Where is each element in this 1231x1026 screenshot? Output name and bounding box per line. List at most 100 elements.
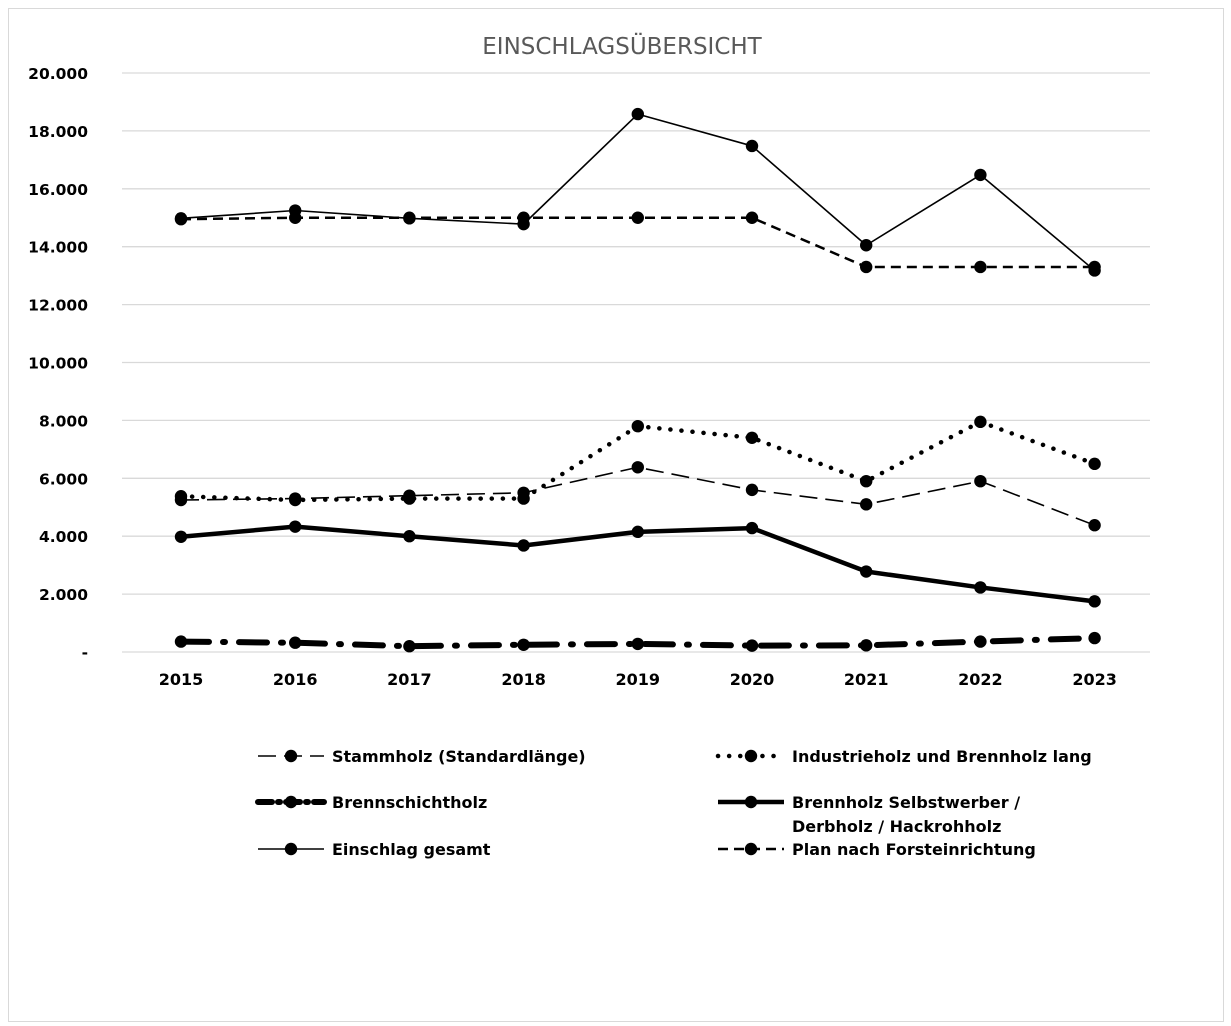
series-6: [174, 211, 1101, 274]
y-tick-label: -: [82, 644, 88, 662]
legend-swatch-marker: [744, 749, 758, 763]
data-point: [289, 211, 302, 224]
y-tick-label: 18.000: [28, 123, 88, 141]
legend-label: Brennholz Selbstwerber / Derbholz / Hackr…: [792, 793, 1020, 836]
series-1: [174, 461, 1101, 532]
legend-label: Plan nach Forsteinrichtung: [792, 840, 1036, 859]
series-lines: [174, 107, 1101, 653]
series-line: [180, 216, 1095, 269]
data-point: [974, 260, 987, 274]
y-tick-label: 2.000: [39, 586, 88, 604]
data-point: [1088, 595, 1101, 608]
data-point: [631, 461, 644, 474]
gridlines: [122, 72, 1150, 653]
data-point: [631, 637, 644, 651]
data-point: [517, 539, 530, 552]
data-point: [174, 212, 188, 226]
x-axis-tick-labels: 2015 2016 2017 2018 2019 2020 2021 2022 2023: [159, 670, 1117, 689]
data-point: [860, 498, 873, 511]
data-point: [974, 635, 987, 648]
data-point: [403, 492, 416, 505]
series-3: [174, 631, 1101, 653]
series-line: [178, 635, 1098, 650]
data-point: [517, 638, 530, 651]
data-point: [745, 639, 759, 652]
x-tick-label: 2019: [616, 670, 661, 689]
data-point: [289, 493, 302, 507]
legend-item: Plan nach Forsteinrichtung: [718, 840, 1036, 859]
x-tick-label: 2017: [387, 670, 432, 689]
series-2: [174, 415, 1101, 507]
data-point: [974, 415, 987, 429]
legend-item: Industrieholz und Brennholz lang: [715, 747, 1092, 766]
x-tick-label: 2023: [1072, 670, 1117, 689]
y-tick-label: 4.000: [39, 528, 88, 546]
legend-swatch-marker: [744, 795, 758, 809]
legend-label: Stammholz (Standardlänge): [332, 747, 586, 766]
legend-item: Brennholz Selbstwerber / Derbholz / Hackr…: [718, 793, 1020, 836]
legend-swatch-marker: [744, 842, 758, 856]
data-point: [1088, 260, 1101, 274]
y-tick-label: 10.000: [28, 355, 88, 373]
series-line: [180, 466, 1095, 526]
data-point: [974, 168, 987, 182]
data-point: [974, 474, 987, 488]
data-point: [403, 530, 416, 543]
y-tick-label: 16.000: [28, 181, 88, 199]
data-point: [860, 639, 873, 652]
x-tick-label: 2020: [730, 670, 775, 689]
data-point: [860, 260, 873, 274]
data-point: [974, 581, 987, 594]
data-point: [1088, 518, 1101, 532]
legend-item: Stammholz (Standardlänge): [258, 747, 586, 766]
data-point: [517, 211, 530, 224]
series-line: [178, 419, 1097, 503]
legend-item: Einschlag gesamt: [258, 840, 491, 859]
data-point: [174, 490, 188, 503]
data-point: [174, 530, 188, 543]
data-point: [745, 139, 759, 153]
data-point: [745, 483, 759, 497]
legend-item: Brennschichtholz: [255, 793, 487, 812]
data-point: [631, 107, 644, 121]
chart-title: EINSCHLAGSÜBERSICHT: [482, 32, 762, 60]
data-point: [174, 635, 188, 648]
legend-label: Industrieholz und Brennholz lang: [792, 747, 1092, 766]
x-tick-label: 2021: [844, 670, 889, 689]
legend-swatch-marker: [284, 749, 298, 763]
legend-label: Brennschichtholz: [332, 793, 487, 812]
data-point: [860, 239, 873, 252]
data-point: [403, 211, 416, 224]
data-point: [403, 640, 416, 653]
data-point: [860, 565, 873, 578]
y-tick-label: 6.000: [39, 470, 88, 488]
series-4: [174, 520, 1101, 608]
legend-swatch-marker: [284, 795, 298, 809]
data-point: [631, 419, 644, 433]
data-point: [517, 492, 530, 505]
x-tick-label: 2016: [273, 670, 318, 689]
data-point: [860, 474, 873, 488]
data-point: [631, 525, 644, 539]
data-point: [745, 431, 759, 444]
x-tick-label: 2018: [501, 670, 546, 689]
legend: Stammholz (Standardlänge) Industrieholz u…: [255, 747, 1092, 859]
legend-label: Einschlag gesamt: [332, 840, 491, 859]
series-5: [174, 107, 1101, 277]
data-point: [1088, 457, 1101, 471]
data-point: [745, 211, 759, 224]
data-point: [631, 211, 644, 224]
chart-area: [8, 8, 1224, 1022]
x-tick-label: 2015: [159, 670, 204, 689]
data-point: [1088, 631, 1101, 645]
y-tick-label: 14.000: [28, 239, 88, 257]
data-point: [289, 520, 302, 533]
y-axis-tick-labels: - 2.000 4.000 6.000 8.000 10.000 12.000 14.000 1…: [28, 65, 88, 662]
y-tick-label: 8.000: [39, 412, 88, 430]
y-tick-label: 20.000: [28, 65, 88, 83]
data-point: [745, 521, 759, 535]
x-tick-label: 2022: [958, 670, 1003, 689]
data-point: [289, 636, 302, 649]
legend-swatch-marker: [284, 842, 298, 856]
